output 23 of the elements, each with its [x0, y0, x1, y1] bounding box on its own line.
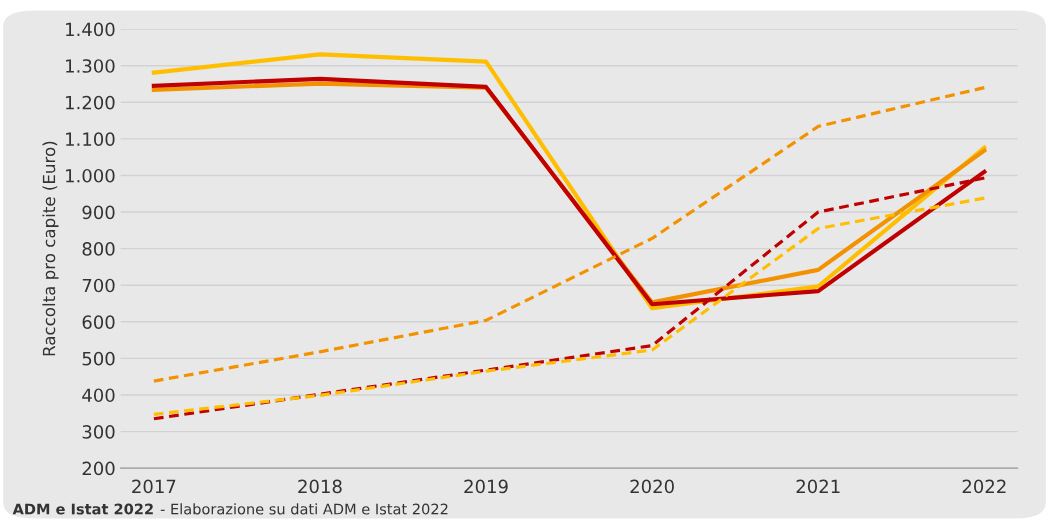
y-tick-label: 500	[82, 351, 115, 366]
x-tick-label: 2022	[962, 479, 1006, 494]
y-tick-label: 900	[82, 205, 115, 220]
y-tick-label: 1.100	[66, 132, 115, 146]
x-tick-label: 2019	[464, 479, 508, 494]
y-tick-label: 800	[82, 242, 115, 256]
y-tick-label: 300	[82, 425, 115, 439]
text: ADM e Istat 2022	[12, 503, 153, 515]
y-tick-label: 1.400	[66, 22, 115, 37]
y-tick-label: 600	[82, 315, 115, 329]
x-tick-label: 2021	[796, 479, 840, 494]
line-series	[152, 86, 986, 383]
y-tick-label: 700	[82, 278, 115, 293]
y-axis-title: Raccolta pro capite (Euro)	[42, 141, 59, 356]
text: - Elaborazione su dati ADM e Istat 2022	[160, 503, 448, 515]
x-tick-label: 2018	[298, 479, 342, 494]
x-tick-label: 2017	[132, 479, 176, 494]
y-tick-label: 200	[82, 461, 115, 476]
x-tick-label: 2020	[630, 479, 674, 494]
y-tick-label: 400	[82, 388, 115, 403]
y-tick-label: 1.200	[66, 95, 115, 110]
y-tick-label: 1.000	[66, 168, 115, 183]
y-tick-label: 1.300	[66, 59, 115, 73]
